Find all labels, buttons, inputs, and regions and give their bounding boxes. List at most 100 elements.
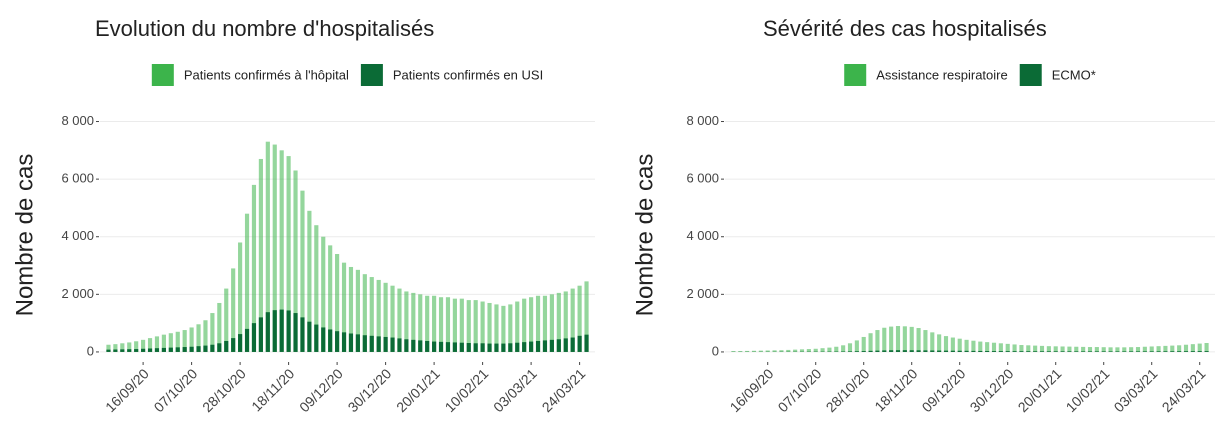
bar [127,342,132,352]
legend-key [1019,64,1042,86]
bar [834,346,839,352]
x-tick-label: 20/01/21 [1015,365,1065,415]
bar [957,338,962,352]
legend-item: ECMO* [1019,64,1096,86]
bar [1183,344,1189,352]
bar [210,344,215,352]
bar [930,350,935,352]
bar [147,338,153,352]
bar [535,340,541,352]
bar [854,351,859,352]
bar [1163,345,1168,352]
bar [501,305,506,352]
x-tick-label: 24/03/21 [1159,365,1209,415]
bar [258,158,263,352]
bar [418,294,423,352]
bar [731,351,736,352]
bar [765,350,770,352]
bar [577,285,582,352]
bar [1190,344,1195,352]
bar [487,302,492,352]
bar [943,350,949,352]
bar [113,344,118,352]
bar [971,350,976,352]
bar [1204,343,1209,352]
bar [1108,347,1113,352]
bar [355,269,360,352]
bar [1197,351,1202,352]
bar [1067,351,1072,352]
bar [411,339,416,352]
bar [362,335,367,352]
bar [355,334,360,352]
legend-key [360,64,383,86]
bar [950,337,955,352]
bar [847,351,853,352]
bar [459,342,464,352]
bar [522,298,527,352]
bar [127,349,132,352]
bar [1204,351,1209,352]
bar [161,334,166,352]
bar [1012,344,1017,352]
bar [964,350,969,352]
bar [279,150,284,352]
bar [473,300,478,352]
bar [1170,351,1175,352]
bar [998,351,1003,352]
bar [861,336,866,352]
bar [1163,351,1168,352]
bar [452,342,457,352]
bar [1060,346,1065,352]
bar [293,313,298,352]
bar [341,332,347,352]
bar [584,334,589,352]
bar [154,336,160,352]
bar [182,330,187,352]
bar [991,342,997,352]
bar [404,339,409,352]
bar [300,317,305,352]
bar [494,304,499,352]
bar [251,184,257,352]
bar [1039,345,1045,352]
bar [861,351,866,352]
legend-key [844,64,867,86]
bar [950,350,955,352]
bar [1019,345,1024,352]
bar [841,345,846,352]
bar [383,336,388,352]
bar [1046,351,1051,352]
bar [307,321,312,352]
x-tick-label: 18/11/20 [248,365,297,414]
bar [529,341,534,352]
bar [335,254,340,352]
bar [369,335,374,352]
bar [1094,347,1099,352]
bar [985,351,990,352]
bar [314,324,319,352]
bar [383,282,388,352]
bar [106,349,111,352]
bar [902,350,907,352]
bar [875,330,880,352]
y-tick-label: 4 000 [61,228,94,243]
bar [494,343,499,352]
bar [147,348,153,352]
bar [196,346,201,352]
bar [847,343,853,352]
bar [217,343,222,352]
bar [411,292,416,352]
bar [1094,351,1099,352]
legend-item: Patients confirmés en USI [360,64,543,86]
bar [563,338,568,352]
x-tick-label: 03/03/21 [490,365,540,415]
bar [238,334,243,352]
bar [1026,345,1031,352]
chart-panel: Sévérité des cas hospitalisés Nombre de c… [631,16,1215,415]
bar [1005,343,1010,352]
bar [508,304,513,352]
bar [231,268,236,352]
chart-title: Evolution du nombre d'hospitalisés [95,16,434,41]
